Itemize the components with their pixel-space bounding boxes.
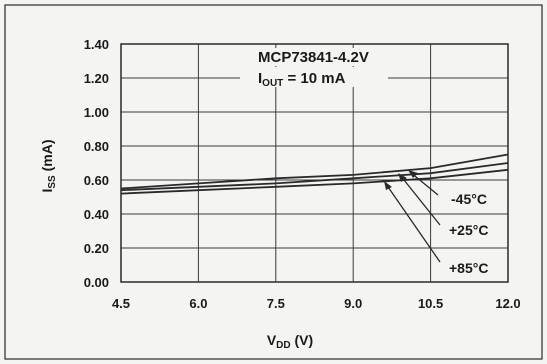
- series-line-3: [120, 168, 509, 195]
- annotation-backdrop-3: [445, 257, 501, 277]
- chart-subtitle: IOUT = 10 mA: [258, 70, 346, 89]
- chart-title: MCP73841-4.2V: [258, 49, 369, 66]
- y-tick-label: 0.40: [84, 207, 109, 222]
- annotation-label-3: +85°C: [449, 260, 488, 276]
- x-tick-label: 10.5: [418, 296, 443, 311]
- x-tick-label: 4.5: [112, 296, 130, 311]
- y-tick-label: 0.20: [84, 241, 109, 256]
- series-lines: [120, 153, 509, 195]
- annotation-arrowhead-3: [384, 181, 392, 190]
- annotation-label-1: -45°C: [451, 191, 487, 207]
- x-tick-label: 7.5: [267, 296, 285, 311]
- plot-frame: [120, 43, 509, 283]
- y-tick-label: 1.00: [84, 105, 109, 120]
- y-tick-label: 0.80: [84, 139, 109, 154]
- y-tick-label: 1.40: [84, 37, 109, 52]
- annotation-series-3: +85°C: [384, 181, 501, 277]
- series-line-1: [120, 153, 509, 190]
- tick-labels: 4.5 6.0 7.5 9.0 10.5 12.0 0.00 0.20 0.40 0.60 0.80…: [84, 37, 521, 311]
- series-line-2: [120, 162, 509, 192]
- annotation-arrow-3: [385, 183, 441, 263]
- annotation-label-2: +25°C: [449, 222, 488, 238]
- annotation-arrowhead-1: [408, 170, 418, 178]
- x-tick-label: 6.0: [189, 296, 207, 311]
- annotation-series-2: +25°C: [398, 173, 501, 240]
- x-tick-label: 12.0: [495, 296, 520, 311]
- grid: [121, 44, 508, 282]
- y-tick-label: 0.00: [84, 275, 109, 290]
- annotation-arrowhead-2: [398, 173, 407, 182]
- x-axis-label: VDD (V): [267, 332, 313, 351]
- annotation-series-1: -45°C: [408, 170, 501, 209]
- y-axis-label: ISS (mA): [39, 139, 58, 192]
- annotation-arrow-2: [399, 174, 441, 226]
- title-backdrop: [250, 48, 388, 66]
- x-tick-label: 9.0: [344, 296, 362, 311]
- annotation-backdrop-1: [445, 189, 501, 209]
- outer-frame: [4, 4, 543, 360]
- y-tick-label: 0.60: [84, 173, 109, 188]
- annotation-backdrop-2: [445, 220, 501, 240]
- y-tick-label: 1.20: [84, 71, 109, 86]
- subtitle-backdrop: [240, 67, 388, 87]
